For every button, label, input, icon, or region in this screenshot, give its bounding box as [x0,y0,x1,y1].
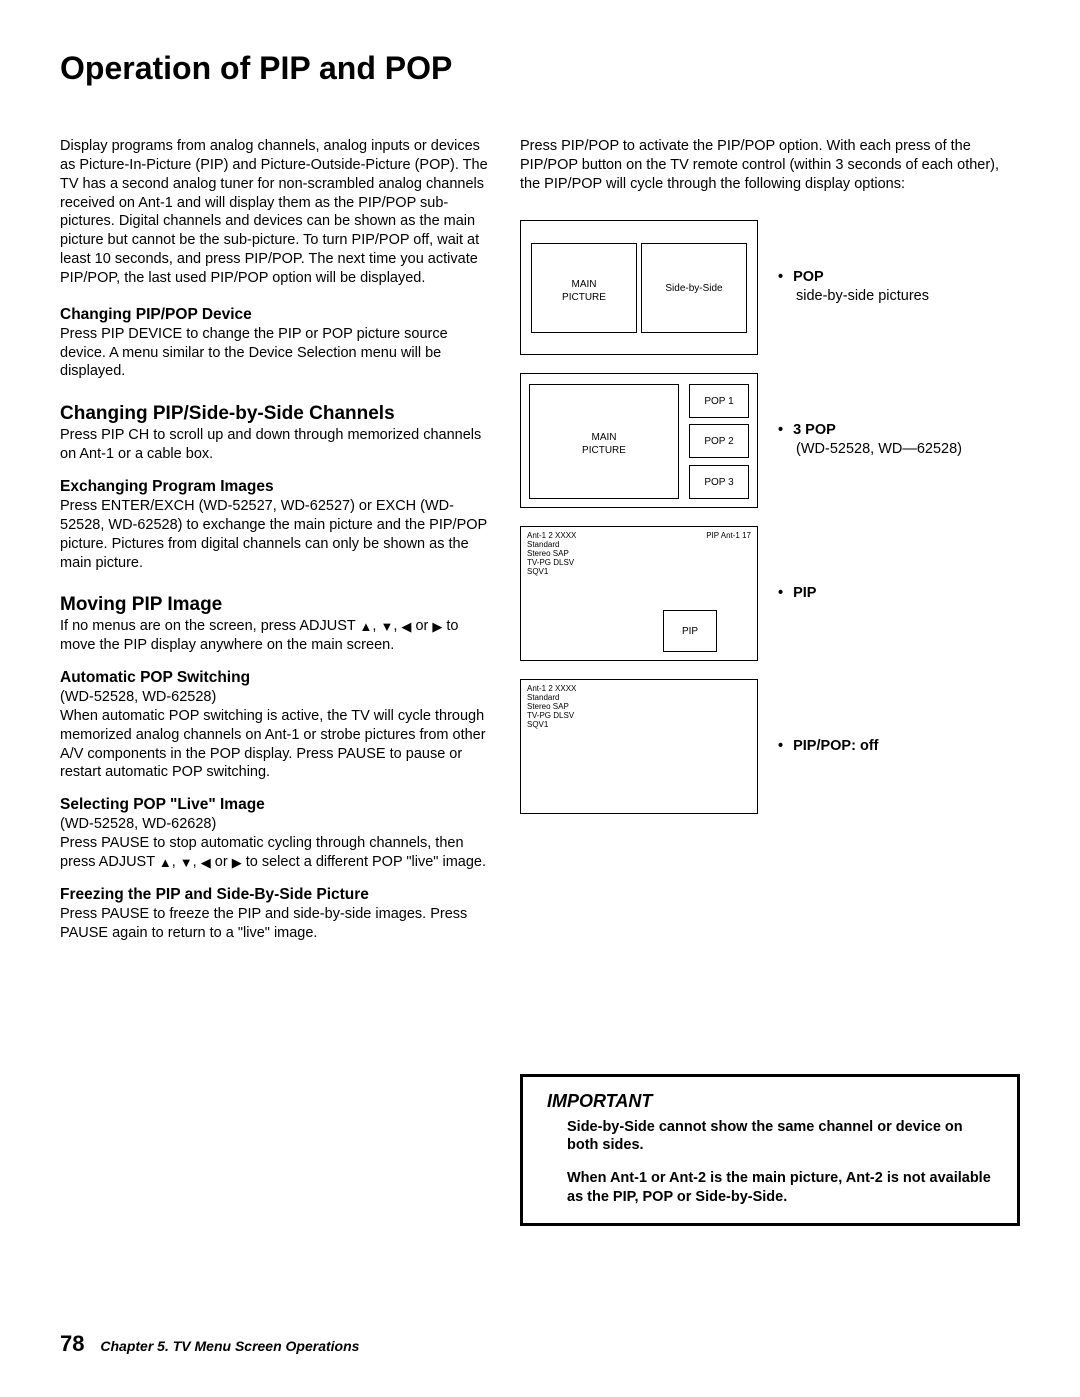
page-footer: 78 Chapter 5. TV Menu Screen Operations [60,1331,359,1357]
or-text: or [411,618,432,634]
diagram-label: 3 POP (WD-52528, WD—62528) [778,421,1020,459]
pop2-label: POP 2 [690,435,748,448]
label-sub: side-by-side pictures [778,287,1020,306]
important-p1: Side-by-Side cannot show the same channe… [567,1118,993,1156]
text-fragment: to select a different POP "live" image. [246,854,486,870]
diagram-3pop: MAIN PICTURE POP 1 POP 2 POP 3 3 POP (WD… [520,373,1020,508]
diagram-box: MAIN PICTURE Side-by-Side [520,220,758,355]
note-auto-pop: (WD-52528, WD-62528) [60,688,490,707]
up-arrow-icon: ▲ [360,620,373,633]
body-freezing: Press PAUSE to freeze the PIP and side-b… [60,905,490,943]
intro-paragraph: Display programs from analog channels, a… [60,137,490,288]
diagram-label: PIP [778,584,1020,603]
page-title: Operation of PIP and POP [60,50,1020,87]
diagram-label: PIP/POP: off [778,737,1020,756]
down-arrow-icon: ▼ [380,620,393,633]
pop1-label: POP 1 [690,395,748,408]
side-label: Side-by-Side [642,282,746,295]
text-fragment: If no menus are on the screen, press ADJ… [60,618,360,634]
down-arrow-icon: ▼ [180,856,193,869]
important-p2: When Ant-1 or Ant-2 is the main picture,… [567,1169,993,1207]
heading-auto-pop: Automatic POP Switching [60,669,490,687]
main-picture-label: MAIN PICTURE [530,431,678,457]
body-select-live: Press PAUSE to stop automatic cycling th… [60,834,490,872]
left-arrow-icon: ◀ [201,856,211,869]
pop3-label: POP 3 [690,476,748,489]
two-column-layout: Display programs from analog channels, a… [60,137,1020,1226]
heading-change-device: Changing PIP/POP Device [60,306,490,324]
diagram-label: POP side-by-side pictures [778,268,1020,306]
important-title: IMPORTANT [547,1091,993,1112]
heading-exchange-images: Exchanging Program Images [60,478,490,496]
label-title: PIP [793,585,816,601]
body-change-channels: Press PIP CH to scroll up and down throu… [60,426,490,464]
diagram-box: Ant-1 2 XXXX Standard Stereo SAP TV-PG D… [520,679,758,814]
label-sub: (WD-52528, WD—62528) [778,440,1020,459]
right-arrow-icon: ▶ [232,856,242,869]
diagram-pip: Ant-1 2 XXXX Standard Stereo SAP TV-PG D… [520,526,1020,661]
right-intro: Press PIP/POP to activate the PIP/POP op… [520,137,1020,194]
page-number: 78 [60,1331,84,1356]
label-title: PIP/POP: off [793,738,878,754]
label-title: POP [793,269,824,285]
pip-source-label: PIP Ant-1 17 [706,531,751,540]
chapter-label: Chapter 5. TV Menu Screen Operations [100,1338,359,1354]
up-arrow-icon: ▲ [159,856,172,869]
heading-change-channels: Changing PIP/Side-by-Side Channels [60,403,490,425]
body-moving-pip: If no menus are on the screen, press ADJ… [60,617,490,655]
main-picture-label: MAIN PICTURE [532,278,636,304]
right-arrow-icon: ▶ [432,620,442,633]
body-exchange-images: Press ENTER/EXCH (WD-52527, WD-62527) or… [60,497,490,572]
comma: , [393,618,401,634]
comma: , [172,854,180,870]
label-title: 3 POP [793,422,836,438]
diagram-box: MAIN PICTURE POP 1 POP 2 POP 3 [520,373,758,508]
diagram-pop: MAIN PICTURE Side-by-Side POP side-by-si… [520,220,1020,355]
status-text: Ant-1 2 XXXX Standard Stereo SAP TV-PG D… [527,684,576,730]
heading-freezing: Freezing the PIP and Side-By-Side Pictur… [60,886,490,904]
diagram-box: Ant-1 2 XXXX Standard Stereo SAP TV-PG D… [520,526,758,661]
right-column: Press PIP/POP to activate the PIP/POP op… [520,137,1020,1226]
diagram-off: Ant-1 2 XXXX Standard Stereo SAP TV-PG D… [520,679,1020,814]
or-text: or [211,854,232,870]
left-column: Display programs from analog channels, a… [60,137,490,1226]
note-select-live: (WD-52528, WD-62628) [60,815,490,834]
left-arrow-icon: ◀ [401,620,411,633]
important-callout: IMPORTANT Side-by-Side cannot show the s… [520,1074,1020,1226]
status-text: Ant-1 2 XXXX Standard Stereo SAP TV-PG D… [527,531,576,577]
heading-select-live: Selecting POP "Live" Image [60,796,490,814]
pip-label: PIP [664,625,716,638]
body-auto-pop: When automatic POP switching is active, … [60,707,490,782]
body-change-device: Press PIP DEVICE to change the PIP or PO… [60,325,490,382]
comma: , [193,854,201,870]
heading-moving-pip: Moving PIP Image [60,594,490,616]
comma: , [372,618,380,634]
